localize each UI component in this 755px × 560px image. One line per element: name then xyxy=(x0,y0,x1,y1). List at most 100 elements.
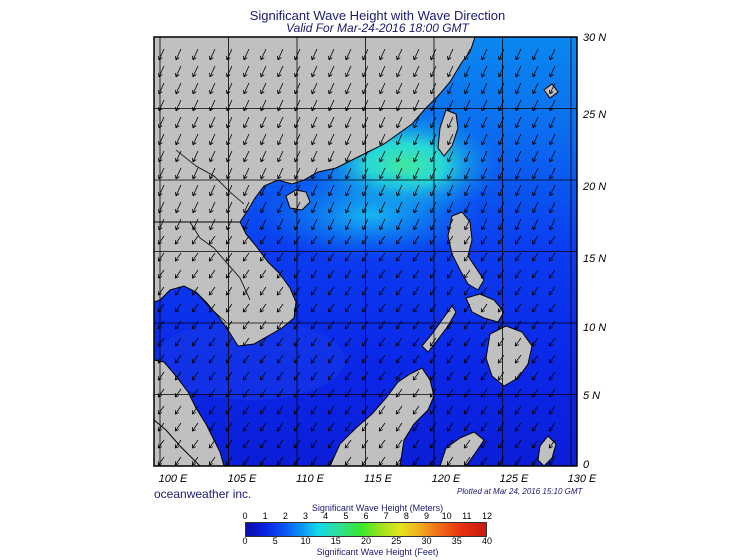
wave-arrow xyxy=(446,269,454,279)
wave-arrow xyxy=(192,150,199,163)
wave-arrow xyxy=(276,252,284,262)
plotted-timestamp: Plotted at Mar 24, 2016 15:10 GMT xyxy=(457,487,583,496)
wave-arrow xyxy=(158,218,165,231)
wave-arrow xyxy=(243,201,250,214)
wave-arrow xyxy=(293,456,301,466)
wave-arrow xyxy=(327,235,335,245)
wave-arrow xyxy=(327,252,335,262)
wave-arrow xyxy=(208,439,216,449)
wave-arrow xyxy=(362,99,369,112)
wave-arrow xyxy=(191,320,199,330)
wave-arrow xyxy=(498,99,505,112)
wave-arrow xyxy=(549,99,556,112)
wave-arrow xyxy=(259,320,267,330)
wave-arrow xyxy=(446,235,454,245)
wave-arrow xyxy=(328,184,335,197)
wave-arrow xyxy=(158,133,165,146)
wave-arrow xyxy=(175,133,182,146)
wave-arrow xyxy=(532,116,539,129)
wave-arrow xyxy=(378,439,386,449)
wave-arrow xyxy=(413,150,420,163)
wave-arrow xyxy=(514,269,522,279)
wave-arrow xyxy=(464,99,471,112)
wave-arrow xyxy=(293,303,301,313)
wave-arrow xyxy=(276,354,284,364)
wave-arrow xyxy=(242,456,250,466)
wave-arrow xyxy=(447,82,454,95)
wave-arrow xyxy=(497,354,505,364)
wave-arrow xyxy=(243,99,250,112)
wave-arrow xyxy=(548,320,556,330)
wave-arrow xyxy=(276,388,284,398)
wave-arrow xyxy=(361,303,369,313)
wave-arrow xyxy=(413,167,420,180)
wave-arrow xyxy=(191,388,199,398)
wave-arrow xyxy=(549,167,556,180)
wave-arrow xyxy=(379,167,386,180)
wave-arrow xyxy=(310,456,318,466)
wave-arrow xyxy=(192,65,199,78)
wave-arrow xyxy=(362,218,369,231)
wave-arrow xyxy=(548,235,556,245)
wave-arrow xyxy=(174,337,182,347)
wave-arrow xyxy=(293,354,301,364)
wave-arrow xyxy=(158,116,165,129)
wave-arrow xyxy=(379,133,386,146)
wave-arrow xyxy=(429,422,437,432)
wave-arrow xyxy=(548,405,556,415)
meter-tick: 9 xyxy=(423,511,429,521)
wave-arrow xyxy=(379,99,386,112)
feet-tick: 0 xyxy=(242,536,248,546)
wave-arrow xyxy=(242,252,250,262)
wave-arrow xyxy=(464,150,471,163)
wave-arrow xyxy=(225,439,233,449)
wave-arrow xyxy=(447,150,454,163)
wave-arrow xyxy=(430,133,437,146)
wave-arrow xyxy=(446,456,454,466)
wave-arrow xyxy=(243,184,250,197)
wave-arrow xyxy=(361,252,369,262)
wave-arrow xyxy=(430,218,437,231)
wave-arrow xyxy=(378,252,386,262)
wave-arrow xyxy=(447,218,454,231)
wave-arrow xyxy=(395,252,403,262)
wave-arrow xyxy=(412,286,420,296)
wave-arrow xyxy=(514,388,522,398)
wave-arrow xyxy=(260,116,267,129)
wave-arrow xyxy=(395,422,403,432)
wave-arrow xyxy=(514,286,522,296)
wave-arrow xyxy=(157,252,165,262)
wave-arrow xyxy=(548,269,556,279)
wave-arrow xyxy=(515,133,522,146)
wave-arrow xyxy=(481,65,488,78)
wave-arrow xyxy=(208,354,216,364)
wave-arrow xyxy=(225,388,233,398)
wave-arrow xyxy=(192,116,199,129)
wave-arrow xyxy=(463,252,471,262)
wave-arrow xyxy=(481,82,488,95)
wave-arrow xyxy=(311,116,318,129)
wave-arrow xyxy=(378,371,386,381)
wave-arrow xyxy=(379,65,386,78)
wave-arrow xyxy=(209,133,216,146)
wave-arrow xyxy=(175,116,182,129)
wave-arrow xyxy=(447,65,454,78)
wave-arrow xyxy=(277,133,284,146)
wave-arrow xyxy=(260,150,267,163)
wave-arrow xyxy=(464,82,471,95)
lat-label-0: 0 xyxy=(583,459,590,471)
lon-label-125e: 125 E xyxy=(499,473,529,485)
wave-arrow xyxy=(175,167,182,180)
wave-arrow xyxy=(412,439,420,449)
wave-arrow xyxy=(532,167,539,180)
wave-arrow xyxy=(430,201,437,214)
wave-arrow xyxy=(481,167,488,180)
wave-arrow xyxy=(208,269,216,279)
wave-arrow xyxy=(175,82,182,95)
wave-arrow xyxy=(192,184,199,197)
wave-arrow xyxy=(191,286,199,296)
wave-arrow xyxy=(276,422,284,432)
wave-arrow xyxy=(497,286,505,296)
wave-arrow xyxy=(311,48,318,61)
wave-arrow xyxy=(191,337,199,347)
